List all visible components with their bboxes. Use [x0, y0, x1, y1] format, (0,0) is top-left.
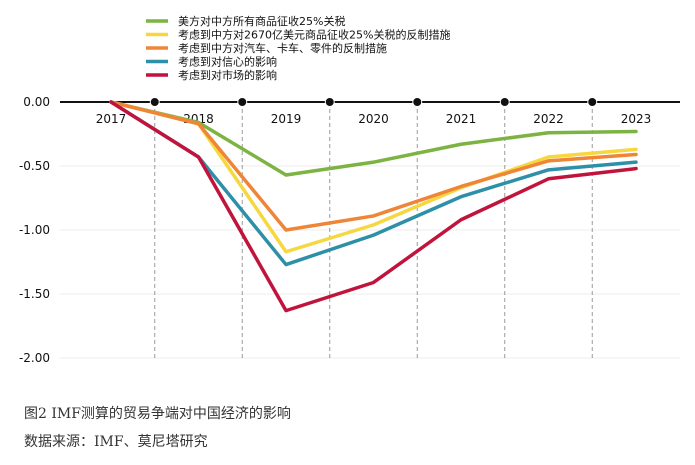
x-tick-label: 2020	[358, 112, 389, 126]
x-tick-label: 2022	[533, 112, 564, 126]
legend-label: 考虑到对信心的影响	[178, 55, 277, 69]
line-chart: 0.00-0.50-1.00-1.50-2.00 2017 2018 2019 202…	[19, 14, 680, 365]
series-line-5	[109, 100, 638, 313]
x-tick-label: 2019	[271, 112, 302, 126]
x-tick-label: 2017	[96, 112, 127, 126]
figure-caption: 图2 IMF测算的贸易争端对中国经济的影响	[24, 406, 291, 422]
legend: 美方对中方所有商品征收25%关税考虑到中方对2670亿美元商品征收25%关税的反…	[146, 14, 450, 82]
series-lines	[109, 100, 638, 313]
y-tick-label: -1.00	[19, 223, 50, 237]
series-line-3	[109, 100, 638, 232]
legend-label: 考虑到中方对汽车、卡车、零件的反制措施	[178, 41, 387, 55]
axis-marker	[237, 97, 248, 107]
axis-marker	[499, 97, 510, 107]
legend-label: 美方对中方所有商品征收25%关税	[178, 14, 345, 28]
axis-marker	[412, 97, 423, 107]
x-tick-label: 2023	[621, 112, 652, 126]
x-axis: 2017 2018 2019 2020 2021 2022 2023	[60, 97, 680, 126]
series-line-4	[109, 100, 638, 267]
y-tick-label: -2.00	[19, 351, 50, 365]
legend-label: 考虑到中方对2670亿美元商品征收25%关税的反制措施	[178, 28, 450, 42]
grid	[60, 102, 680, 359]
axis-marker	[587, 97, 598, 107]
y-tick-label: -1.50	[19, 287, 50, 301]
axis-marker	[324, 97, 335, 107]
legend-label: 考虑到对市场的影响	[178, 68, 277, 82]
source-note: 数据来源：IMF、莫尼塔研究	[24, 434, 208, 450]
axis-marker	[149, 97, 160, 107]
y-axis: 0.00 -0.50 -1.00 -1.50 -2.00	[19, 95, 50, 365]
y-tick-label: -0.50	[19, 159, 50, 173]
y-tick-label: 0.00	[23, 95, 50, 109]
x-tick-label: 2021	[446, 112, 477, 126]
